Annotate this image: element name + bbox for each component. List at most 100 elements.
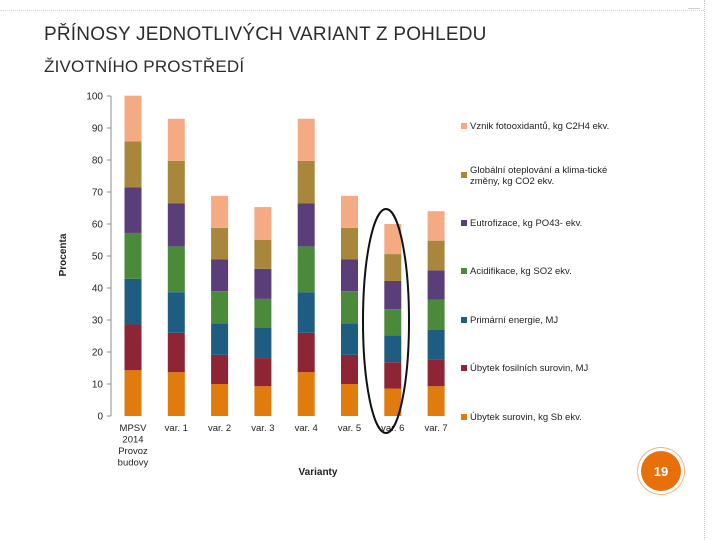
y-tick-label: 100 (86, 92, 103, 103)
bar-segment (341, 354, 358, 384)
highlight-ellipse (362, 208, 410, 434)
bar-segment (384, 388, 402, 416)
bar-segment (384, 335, 402, 363)
slide-title-line-1: PŘÍNOSY JEDNOTLIVÝCH VARIANT Z POHLEDU (44, 24, 487, 45)
bar-segment (211, 291, 229, 324)
bar-segment (341, 291, 358, 324)
bar-segment (254, 386, 272, 416)
bar-segment (167, 246, 185, 293)
x-tick-label: MPSV 2014 Provoz budovy (118, 423, 149, 469)
bar-segment (167, 332, 185, 373)
bar-segment (384, 254, 402, 281)
bar-segment (384, 224, 402, 255)
bar-segment (254, 358, 272, 387)
bar-segment (124, 324, 142, 371)
legend-swatch (461, 123, 467, 129)
legend-swatch (461, 268, 467, 274)
bar-segment (341, 259, 358, 292)
y-tick-label: 10 (92, 380, 104, 391)
x-tick-label: var. 4 (295, 423, 318, 434)
bar-segment (427, 299, 445, 330)
bar-segment (167, 118, 185, 161)
legend-swatch (461, 317, 467, 323)
y-tick-label: 90 (92, 124, 104, 135)
bar-segment (427, 329, 445, 360)
x-tick-label: var. 5 (338, 423, 361, 434)
bar-segment (297, 332, 315, 373)
bar-segment (254, 298, 272, 328)
x-tick-labels: MPSV 2014 Provoz budovy var. 1 var. 2 var. 3 va… (118, 423, 448, 469)
bar-segment (211, 384, 229, 416)
y-tick-label: 70 (92, 188, 104, 199)
slide-top-border (0, 10, 704, 11)
chart-axes: 0 10 20 30 40 50 60 70 80 90 100 (86, 92, 112, 423)
bar-segment (384, 280, 402, 310)
bar-segment (427, 240, 445, 271)
bar-segment (384, 309, 402, 336)
legend-label: Vznik fotooxidantů, kg C2H4 ekv. (470, 121, 609, 132)
bar-segment (297, 246, 315, 293)
y-tick-label: 60 (92, 220, 104, 231)
y-tick-label: 40 (92, 284, 104, 295)
legend-label: Eutrofizace, kg PO43- ekv. (470, 218, 582, 229)
legend-label: Primární energie, MJ (470, 315, 558, 326)
x-tick-label: var. 1 (165, 423, 188, 434)
bar-segment (427, 211, 445, 241)
bar-segment (341, 384, 358, 416)
x-axis-title: Varianty (299, 467, 338, 478)
x-tick-label: var. 2 (208, 423, 231, 434)
y-tick-label: 80 (92, 156, 104, 167)
legend-swatch (461, 414, 467, 420)
chart-bars (124, 95, 445, 416)
x-tick-label: var. 7 (424, 423, 447, 434)
x-tick-label: var. 3 (251, 423, 274, 434)
bar-segment (124, 278, 142, 325)
legend-swatch (461, 365, 467, 371)
slide-title: PŘÍNOSY JEDNOTLIVÝCH VARIANT Z POHLEDU Ž… (44, 18, 664, 82)
bar-segment (254, 240, 272, 269)
y-tick-label: 20 (92, 348, 104, 359)
bar-segment (297, 160, 315, 204)
bar-segment (124, 370, 142, 416)
bar-segment (341, 195, 358, 228)
bar-segment (124, 95, 142, 142)
bar-segment (254, 207, 272, 240)
bar-segment (124, 232, 142, 279)
bar-segment (167, 160, 185, 204)
bar-segment (167, 203, 185, 247)
bar-segment (297, 292, 315, 333)
bar-segment (427, 359, 445, 387)
bar-segment (211, 259, 229, 292)
bar-segment (384, 362, 402, 389)
legend-label: Úbytek surovin, kg Sb ekv. (470, 412, 582, 423)
legend-label: Globální oteplování a klima-tické změny, … (470, 165, 607, 187)
page-number-badge: 19 (641, 451, 681, 491)
bar-segment (427, 386, 445, 416)
slide-right-border (704, 0, 705, 540)
legend-label: Úbytek fosilních surovin, MJ (470, 363, 589, 374)
bar-segment (297, 203, 315, 247)
bar-segment (297, 118, 315, 161)
legend-label: Acidifikace, kg SO2 ekv. (470, 266, 572, 277)
bar-segment (211, 323, 229, 355)
legend-swatch (461, 220, 467, 226)
slide-corner-mark (688, 8, 700, 13)
legend-swatch (461, 172, 467, 178)
bar-segment (297, 372, 315, 416)
bar-segment (167, 372, 185, 416)
bar-segment (124, 141, 142, 188)
y-tick-label: 30 (92, 316, 104, 327)
bar-segment (341, 323, 358, 355)
y-tick-label: 0 (97, 412, 103, 423)
bar-segment (211, 354, 229, 384)
bar-segment (254, 268, 272, 299)
bar-segment (211, 195, 229, 228)
bar-segment (427, 270, 445, 300)
bar-segment (254, 328, 272, 359)
bar-segment (211, 227, 229, 260)
bar-segment (124, 187, 142, 233)
bar-segment (167, 292, 185, 333)
y-axis-title: Procenta (58, 233, 69, 276)
bar-segment (341, 227, 358, 260)
